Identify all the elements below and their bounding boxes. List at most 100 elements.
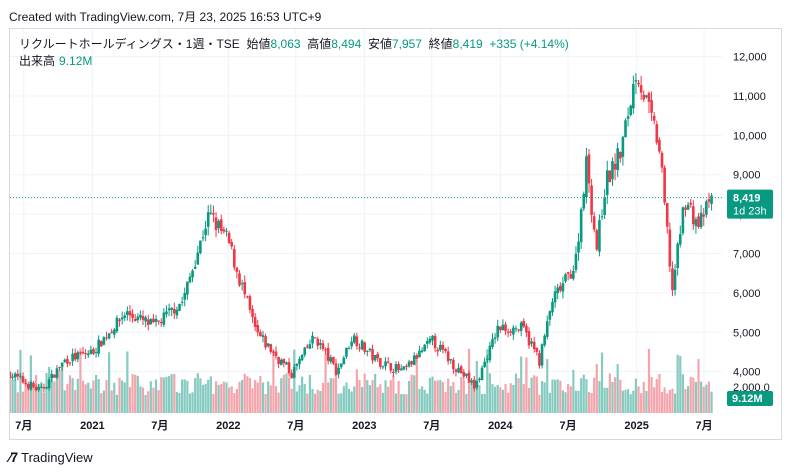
candle-body xyxy=(624,120,627,138)
open-label: 始値 xyxy=(246,37,271,51)
candle-body xyxy=(483,361,486,367)
candlestick-chart[interactable]: 4,0005,0006,0007,0008,0009,00010,00011,0… xyxy=(10,29,781,439)
volume-bar xyxy=(235,388,239,413)
volume-bar xyxy=(580,378,583,413)
tradingview-logo-icon[interactable]: ⁄7 xyxy=(9,449,18,465)
candle-body xyxy=(99,341,103,347)
volume-bar xyxy=(157,390,160,413)
candle-body xyxy=(608,170,612,183)
volume-bar xyxy=(660,391,664,413)
volume-bar xyxy=(306,393,309,413)
candle-body xyxy=(16,373,20,377)
candle-body xyxy=(449,358,453,361)
candle-body xyxy=(290,372,293,379)
candle-body xyxy=(355,336,359,347)
candle-body xyxy=(689,202,693,205)
volume-bar xyxy=(173,373,176,413)
candle-body xyxy=(488,345,492,361)
volume-bar xyxy=(332,378,335,413)
candle-body xyxy=(611,161,614,180)
volume-bar xyxy=(152,387,155,413)
volume-legend: 出来高 9.12M xyxy=(19,52,92,69)
chart-frame[interactable]: 4,0005,0006,0007,0008,0009,00010,00011,0… xyxy=(9,28,782,440)
volume-bar xyxy=(640,393,643,413)
candle-body xyxy=(415,355,419,359)
volume-bar xyxy=(517,378,520,413)
volume-bar xyxy=(431,376,434,413)
volume-bar xyxy=(392,375,395,413)
volume-bar xyxy=(608,373,611,413)
y-tick-label: 10,000 xyxy=(733,130,767,142)
volume-bar xyxy=(376,387,379,413)
volume-bar xyxy=(342,386,345,413)
candle-body xyxy=(405,365,408,367)
candle-body xyxy=(509,331,513,333)
volume-bar xyxy=(478,384,481,413)
volume-bar xyxy=(360,386,364,413)
candle-body xyxy=(329,357,333,362)
volume-bar xyxy=(27,385,30,413)
candle-body xyxy=(360,340,364,350)
candle-body xyxy=(256,325,260,333)
volume-bar xyxy=(525,357,528,413)
volume-bar xyxy=(248,377,252,413)
volume-bar xyxy=(301,376,304,413)
candle-body xyxy=(188,276,192,283)
volume-bar xyxy=(668,389,671,413)
volume-bar xyxy=(590,392,593,413)
candle-body xyxy=(441,344,445,350)
volume-bar xyxy=(556,379,559,413)
candle-body xyxy=(579,209,583,243)
volume-bar xyxy=(264,393,267,413)
candle-body xyxy=(386,361,390,363)
volume-bar xyxy=(632,390,635,413)
volume-bar xyxy=(128,387,132,413)
volume-bar xyxy=(530,377,533,413)
volume-bar xyxy=(183,379,186,413)
volume-bar xyxy=(217,384,220,413)
candle-body xyxy=(444,348,447,351)
candle-body xyxy=(219,219,223,231)
candle-body xyxy=(399,368,403,371)
candle-body xyxy=(556,287,559,294)
volume-bar xyxy=(58,369,61,413)
volume-bar xyxy=(379,384,382,413)
volume-bar xyxy=(50,378,53,413)
volume-bar xyxy=(277,392,280,413)
candle-body xyxy=(105,337,108,339)
x-tick-label: 2024 xyxy=(488,420,513,432)
candle-body xyxy=(133,319,137,321)
symbol-label: リクルートホールディングス・1週・TSE xyxy=(19,37,240,51)
volume-bar xyxy=(347,388,351,413)
candle-body xyxy=(21,376,25,383)
candle-body xyxy=(37,386,40,390)
volume-bar xyxy=(102,390,105,413)
footer: ⁄7 TradingView xyxy=(9,449,93,465)
candle-body xyxy=(136,316,140,321)
brand-name[interactable]: TradingView xyxy=(21,449,93,465)
candle-body xyxy=(519,322,523,331)
candle-body xyxy=(173,308,176,314)
volume-bar xyxy=(55,375,59,413)
candle-body xyxy=(650,100,653,113)
candle-body xyxy=(459,366,463,374)
volume-bar xyxy=(533,375,536,413)
volume-bar xyxy=(697,358,700,413)
candle-body xyxy=(68,362,72,364)
candle-body xyxy=(26,384,30,389)
volume-bar xyxy=(595,363,598,413)
volume-bar xyxy=(619,379,622,413)
candle-body xyxy=(433,335,437,349)
candle-body xyxy=(637,82,640,85)
candle-body xyxy=(577,241,580,253)
volume-bar xyxy=(413,375,416,413)
volume-bar xyxy=(71,378,74,413)
countdown-label: 1d 23h xyxy=(733,206,767,218)
volume-bar xyxy=(384,380,387,413)
volume-bar xyxy=(105,380,108,413)
candle-body xyxy=(376,353,380,359)
candle-body xyxy=(259,332,262,337)
candle-body xyxy=(397,363,400,370)
volume-bar xyxy=(233,392,236,413)
volume-bar xyxy=(334,374,338,413)
